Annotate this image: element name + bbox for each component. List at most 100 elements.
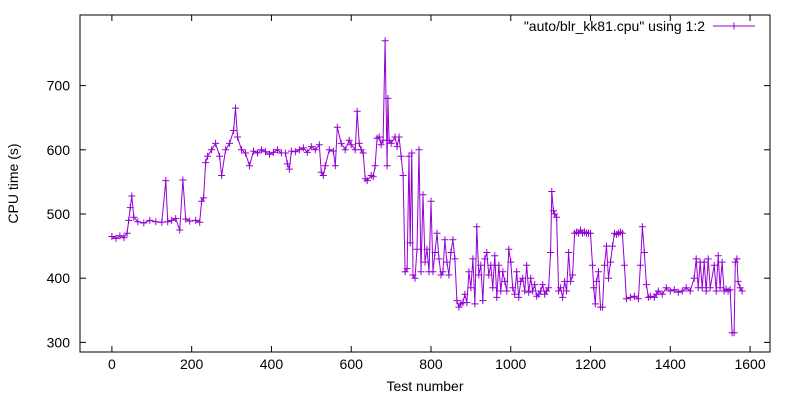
data-point: [200, 194, 208, 202]
data-point: [563, 287, 571, 295]
data-point: [706, 284, 714, 292]
data-point: [483, 249, 491, 256]
data-point: [112, 234, 120, 242]
y-tick-label: 400: [47, 270, 71, 286]
data-point: [495, 261, 503, 269]
data-point: [557, 284, 565, 292]
data-point: [325, 146, 333, 154]
data-point: [269, 148, 277, 156]
data-point: [654, 287, 662, 295]
data-point: [593, 277, 600, 285]
data-point: [525, 288, 533, 296]
x-axis-title: Test number: [386, 378, 463, 394]
data-point: [120, 234, 128, 242]
data-point: [730, 329, 738, 337]
data-point: [415, 146, 423, 154]
data-point: [473, 223, 481, 231]
data-point: [569, 271, 577, 279]
data-point: [640, 249, 648, 256]
data-point: [399, 172, 407, 179]
data-point: [162, 177, 170, 185]
x-tick-label: 200: [180, 356, 204, 372]
data-point: [222, 146, 230, 154]
data-point: [718, 258, 726, 266]
data-point: [467, 284, 475, 292]
data-point: [287, 147, 295, 155]
data-point: [590, 284, 598, 292]
axis-ticks: 0 200 400 600 800 1000 1200 1400 1600 300 400 500 60…: [47, 15, 770, 372]
data-point: [559, 293, 567, 301]
data-point: [469, 255, 477, 263]
data-point: [499, 268, 507, 276]
data-point: [341, 146, 349, 154]
data-point: [321, 162, 329, 170]
x-tick-label: 1600: [734, 356, 765, 372]
data-point: [589, 261, 596, 269]
data-point: [636, 261, 644, 269]
data-point: [700, 258, 708, 266]
data-point: [212, 139, 220, 147]
data-point: [116, 232, 124, 240]
data-point: [258, 146, 265, 154]
data-point: [108, 233, 116, 240]
data-point: [128, 192, 136, 200]
data-point: [690, 274, 698, 282]
data-point: [692, 255, 700, 263]
data-point: [439, 268, 447, 276]
data-point: [238, 146, 245, 154]
data-point: [734, 277, 742, 285]
data-point: [421, 258, 429, 266]
data-point: [622, 295, 630, 303]
data-point: [726, 286, 734, 294]
data-point: [315, 141, 323, 149]
legend-marker-plus: [730, 22, 738, 30]
data-point: [371, 162, 379, 170]
data-point: [553, 213, 561, 221]
data-point: [595, 268, 602, 276]
data-point: [443, 258, 451, 266]
y-tick-label: 700: [47, 78, 71, 94]
data-point: [523, 261, 531, 269]
data-point: [565, 249, 573, 256]
data-point: [182, 215, 190, 223]
data-point: [531, 281, 539, 289]
y-tick-label: 300: [47, 334, 71, 350]
data-point: [126, 204, 134, 212]
data-point: [493, 293, 501, 301]
data-point: [445, 271, 453, 279]
data-point: [273, 146, 281, 154]
data-point: [638, 223, 646, 231]
data-point: [218, 172, 226, 179]
data-point: [511, 290, 519, 298]
data-point: [369, 173, 377, 181]
data-point: [393, 143, 401, 151]
data-point: [686, 287, 694, 295]
data-point: [609, 242, 616, 250]
data-point: [359, 149, 367, 157]
data-point: [626, 293, 634, 301]
data-point: [337, 139, 345, 147]
data-point: [262, 148, 269, 156]
data-point: [363, 177, 371, 185]
data-point: [331, 162, 339, 170]
data-point: [176, 226, 184, 234]
data-point: [319, 172, 327, 179]
data-point: [413, 245, 421, 253]
data-point: [447, 249, 455, 256]
data-point: [403, 265, 411, 273]
data-point: [186, 217, 194, 225]
data-point: [202, 159, 210, 167]
data-point: [618, 229, 626, 237]
data-point: [130, 213, 138, 221]
data-point: [519, 274, 527, 282]
data-point: [666, 287, 674, 295]
data-point: [634, 295, 642, 303]
data-point: [451, 255, 459, 263]
data-point: [515, 293, 523, 301]
x-tick-label: 1000: [495, 356, 526, 372]
data-point: [234, 133, 241, 141]
data-point: [435, 255, 443, 263]
y-axis-title: CPU time (s): [5, 143, 21, 223]
data-point: [417, 268, 425, 276]
data-point: [179, 176, 187, 184]
